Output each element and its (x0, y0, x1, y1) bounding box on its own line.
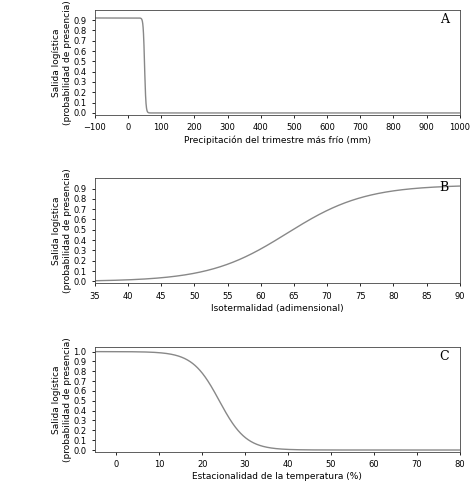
X-axis label: Precipitación del trimestre más frío (mm): Precipitación del trimestre más frío (mm… (184, 135, 371, 145)
X-axis label: Isotermalidad (adimensional): Isotermalidad (adimensional) (211, 304, 344, 312)
Text: B: B (439, 181, 449, 194)
Y-axis label: Salida logística
(probabilidad de presencia): Salida logística (probabilidad de presen… (53, 169, 72, 293)
X-axis label: Estacionalidad de la temperatura (%): Estacionalidad de la temperatura (%) (192, 472, 362, 481)
Text: C: C (439, 350, 449, 363)
Y-axis label: Salida logística
(probabilidad de presencia): Salida logística (probabilidad de presen… (53, 337, 72, 462)
Y-axis label: Salida logística
(probabilidad de presencia): Salida logística (probabilidad de presen… (53, 0, 72, 125)
Text: A: A (440, 13, 449, 26)
